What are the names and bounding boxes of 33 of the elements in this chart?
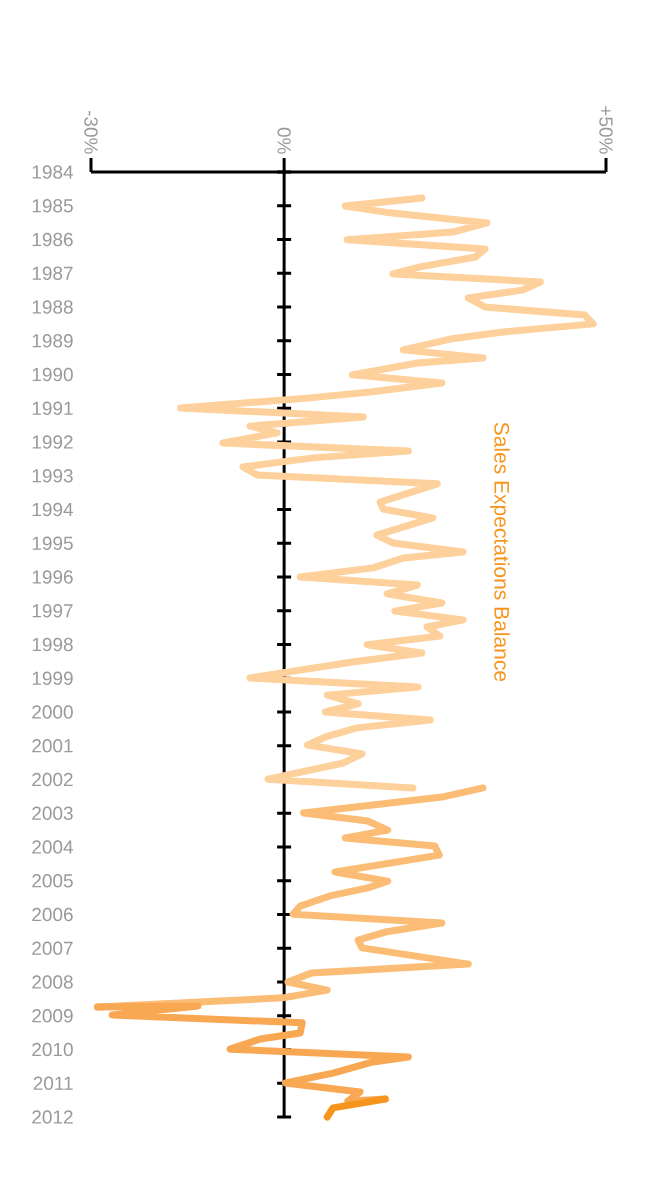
y-tick-label: 2009 — [32, 1009, 73, 1023]
y-tick-label: 1986 — [32, 232, 73, 247]
x-tick-label: -30% — [84, 110, 98, 154]
y-tick-label: 1985 — [32, 199, 73, 213]
y-tick-label: 2012 — [32, 1110, 73, 1124]
y-tick-label: 2006 — [32, 907, 73, 922]
y-tick-label: 2004 — [32, 840, 74, 854]
y-tick-label: 2010 — [32, 1042, 73, 1057]
y-tick-label: 1999 — [32, 671, 73, 685]
y-tick-label: 1998 — [32, 637, 73, 652]
y-tick-label: 2000 — [32, 705, 73, 719]
y-tick-label: 2005 — [32, 874, 73, 888]
y-tick-label: 1984 — [32, 165, 74, 179]
x-tick-label: 0% — [277, 127, 291, 154]
y-tick-label: 1994 — [32, 502, 74, 517]
y-tick-label: 2003 — [32, 806, 73, 820]
y-tick-label: 2007 — [32, 941, 73, 955]
y-tick-label: 1987 — [32, 266, 73, 280]
y-tick-label: 1993 — [32, 469, 73, 483]
y-tick-label: 1991 — [32, 401, 73, 415]
annotation: Sales Expectations Balance — [490, 422, 510, 682]
y-tick-label: 2002 — [32, 772, 73, 787]
y-tick-label: 1989 — [32, 334, 73, 348]
y-tick-label: 1997 — [32, 604, 73, 618]
y-tick-label: 2008 — [32, 975, 73, 989]
y-tick-label: 2001 — [32, 739, 73, 753]
y-tick-label: 1996 — [32, 570, 73, 584]
y-tick-label: 1992 — [32, 435, 73, 449]
y-tick-label: 1990 — [32, 367, 73, 382]
y-tick-label: 2011 — [33, 1076, 73, 1090]
y-tick-label: 1995 — [32, 536, 73, 550]
y-tick-label: 1988 — [32, 300, 73, 314]
x-tick-label: +50% — [599, 106, 613, 154]
